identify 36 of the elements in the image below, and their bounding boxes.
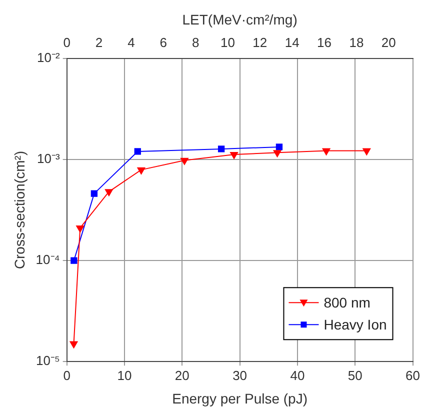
point — [180, 158, 188, 165]
x-tick-label: 40 — [290, 368, 305, 383]
x2-tick-label: 10 — [220, 35, 235, 50]
x-tick-label: 10 — [117, 368, 132, 383]
point — [104, 189, 113, 196]
y-axis-title: Cross-section(cm²) — [11, 150, 28, 270]
y-tick-label: 10⁻³ — [37, 151, 61, 166]
x2-tick-label: 18 — [349, 35, 364, 50]
x-axis-title: Energy per Pulse (pJ) — [172, 390, 308, 406]
point — [76, 225, 84, 232]
x2-tick-label: 0 — [63, 35, 70, 50]
legend-label: 800 nm — [324, 294, 370, 310]
x2-tick-label: 8 — [192, 35, 200, 50]
point — [322, 148, 330, 156]
point — [362, 148, 371, 156]
point — [70, 341, 78, 348]
x-tick-label: 20 — [174, 368, 190, 383]
point — [230, 152, 238, 159]
legend-label: Heavy Ion — [324, 316, 387, 332]
point — [137, 167, 146, 174]
x2-tick-label: 2 — [95, 35, 103, 50]
x2-tick-label: 20 — [381, 35, 396, 50]
x2-tick-label: 6 — [160, 35, 167, 50]
x-tick-label: 0 — [63, 368, 70, 383]
x-tick-label: 30 — [232, 368, 248, 383]
x2-axis-title: LET(MeV·cm²/mg) — [182, 11, 298, 28]
x2-tick-label: 12 — [252, 35, 268, 50]
x-tick-label: 60 — [406, 368, 420, 383]
y-tick-label: 10⁻⁵ — [36, 353, 60, 368]
y-tick-label: 10⁻⁴ — [36, 252, 60, 268]
x2-tick-label: 16 — [317, 35, 332, 50]
x-tick-label: 50 — [348, 368, 362, 383]
point — [273, 150, 282, 158]
x2-tick-label: 14 — [284, 35, 300, 50]
y-tick-label: 10⁻² — [37, 50, 61, 65]
x2-tick-label: 4 — [128, 35, 135, 50]
